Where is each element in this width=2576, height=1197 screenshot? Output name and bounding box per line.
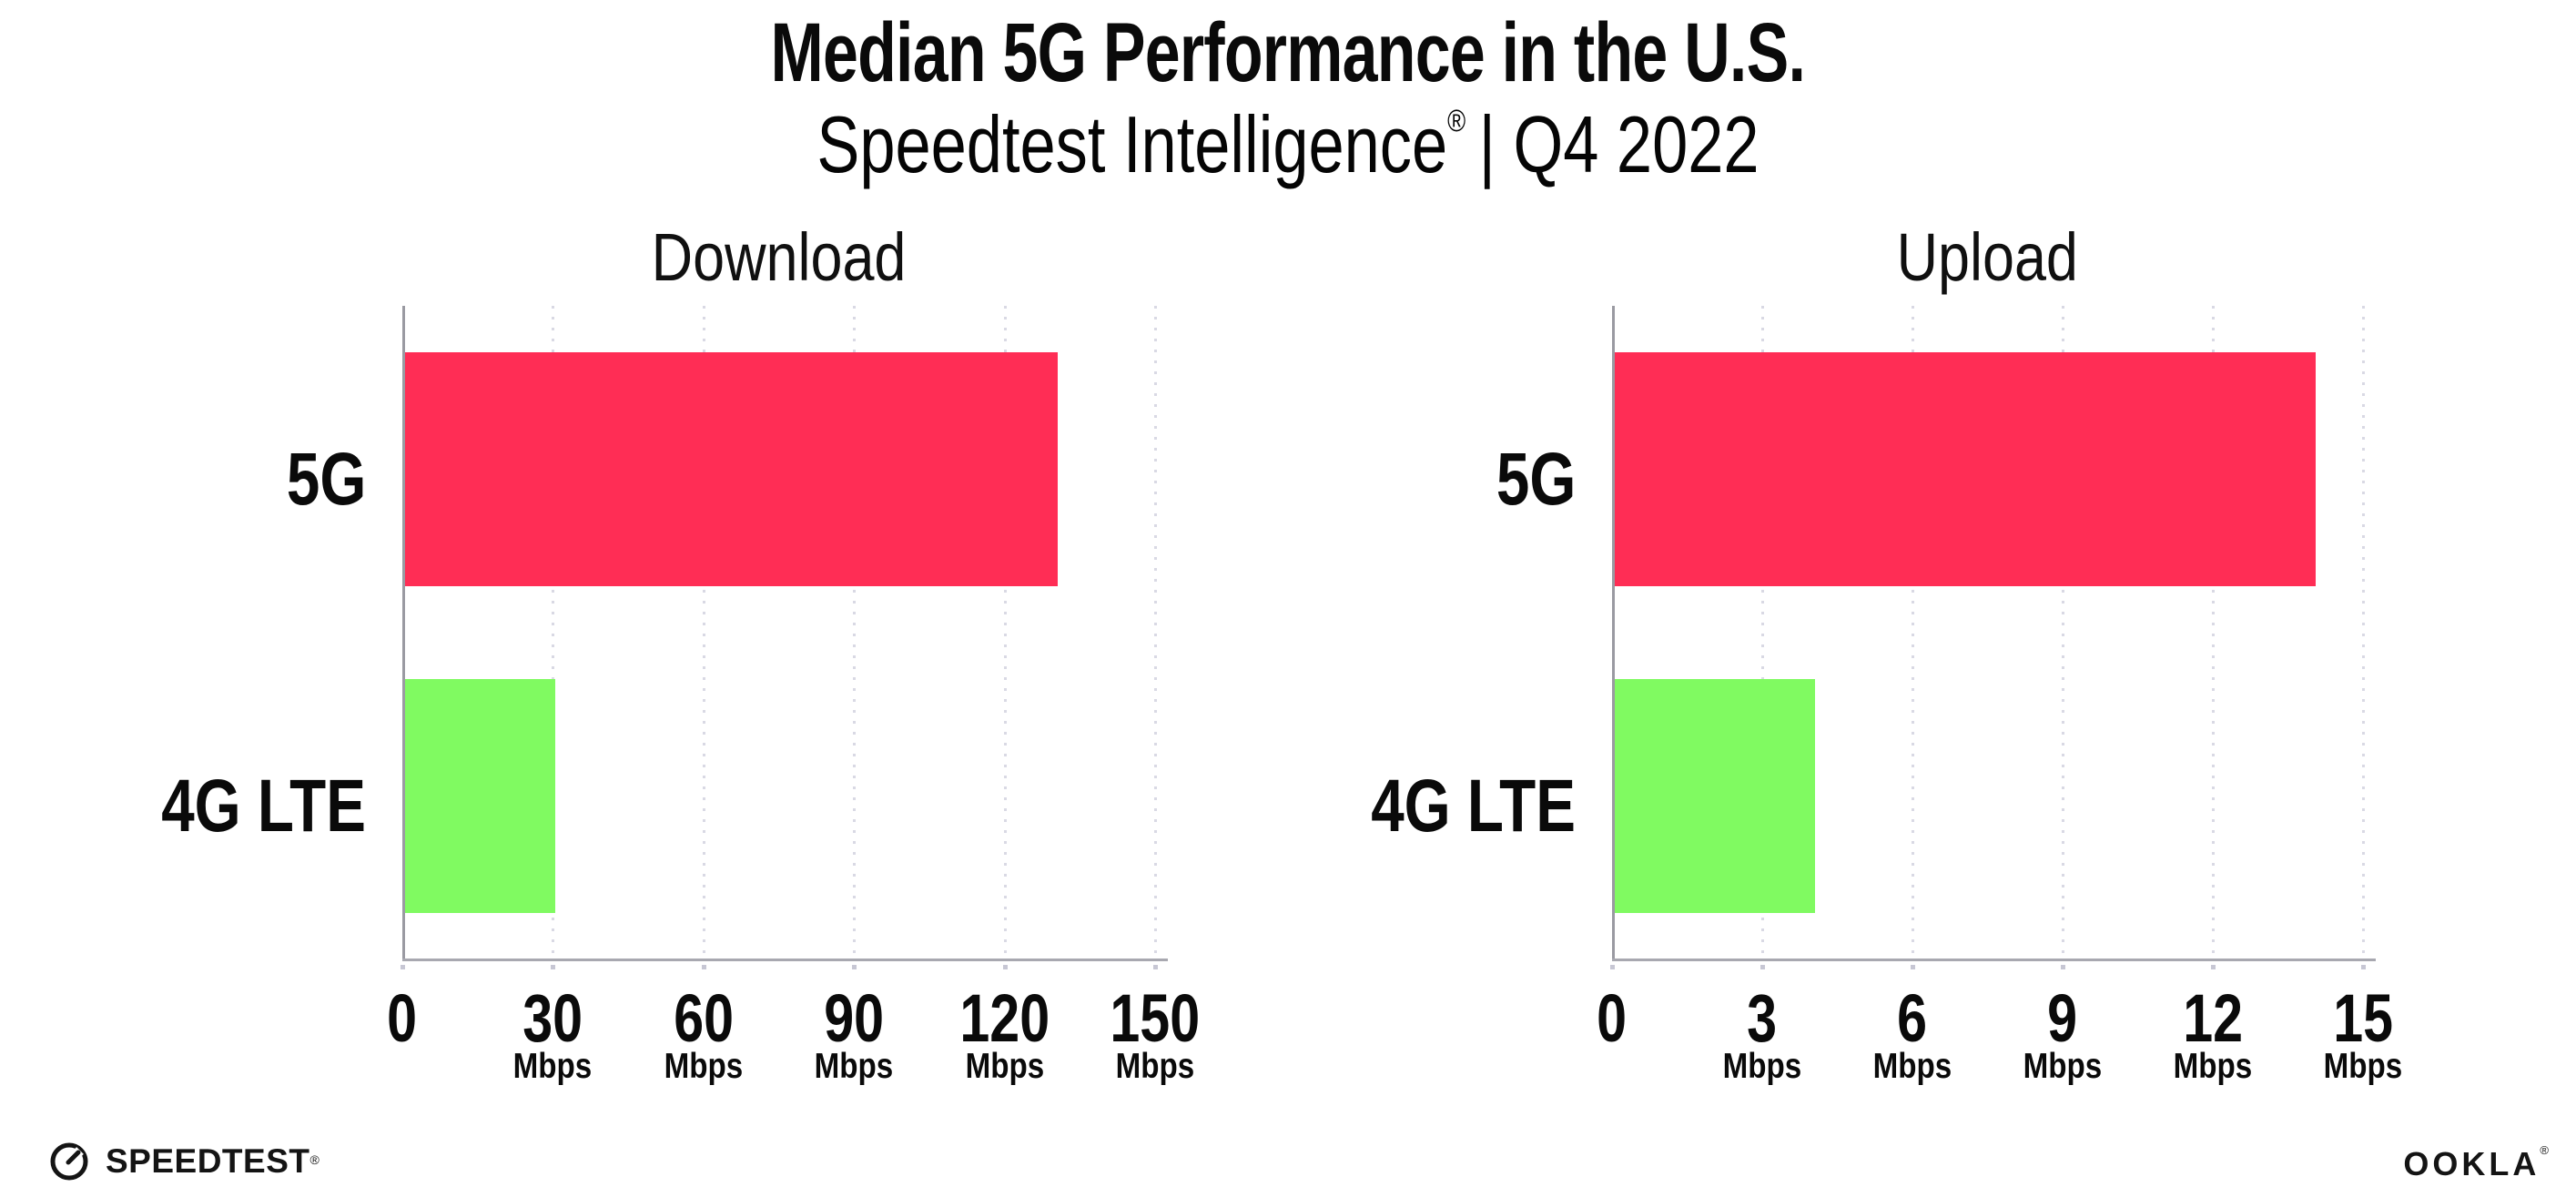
x-tick-label-3: 3 — [1747, 980, 1778, 1056]
speedtest-wordmark: SPEEDTEST — [106, 1142, 310, 1180]
gridline-90 — [853, 306, 856, 959]
download-plot-area — [401, 306, 1168, 969]
gridline-120 — [1004, 306, 1007, 959]
x-tick-label-6: 6 — [1897, 980, 1928, 1056]
ookla-logo: OOKLA® — [2403, 1143, 2549, 1183]
tick-mark-3 — [1760, 965, 1765, 969]
x-tick-label-90: 90 — [824, 980, 884, 1056]
x-tick-unit-3: Mbps — [1722, 1047, 1802, 1086]
x-tick-unit-120: Mbps — [965, 1047, 1045, 1086]
tick-mark-12 — [2211, 965, 2216, 969]
subtitle-brand: Speedtest Intelligence — [816, 99, 1448, 189]
tick-mark-30 — [551, 965, 555, 969]
bar-4g-lte — [405, 679, 555, 913]
tick-mark-0 — [1610, 965, 1615, 969]
category-label-4g-lte: 4G LTE — [1371, 765, 1576, 847]
x-tick-unit-15: Mbps — [2323, 1047, 2403, 1086]
gridline-60 — [703, 306, 705, 959]
ookla-wordmark: OOKLA — [2403, 1145, 2541, 1182]
download-panel-title: Download — [651, 219, 907, 295]
x-tick-unit-12: Mbps — [2173, 1047, 2253, 1086]
page-subtitle: Speedtest Intelligence® | Q4 2022 — [0, 98, 2576, 191]
bar-5g — [1615, 352, 2316, 586]
tick-mark-9 — [2061, 965, 2065, 969]
tick-mark-0 — [401, 965, 405, 969]
y-axis-line — [1612, 306, 1615, 959]
category-label-4g-lte: 4G LTE — [161, 765, 366, 847]
x-tick-label-12: 12 — [2183, 980, 2243, 1056]
x-axis-line — [402, 959, 1168, 961]
x-tick-label-0: 0 — [387, 980, 418, 1056]
x-tick-label-30: 30 — [522, 980, 583, 1056]
x-tick-unit-90: Mbps — [814, 1047, 894, 1086]
speedtest-logo: SPEEDTEST ® — [47, 1140, 319, 1183]
gridline-150 — [1154, 306, 1157, 959]
x-tick-label-150: 150 — [1110, 980, 1201, 1056]
x-tick-label-120: 120 — [959, 980, 1050, 1056]
y-axis-line — [402, 306, 405, 959]
tick-mark-60 — [702, 965, 706, 969]
x-axis-line — [1612, 959, 2376, 961]
category-label-5g: 5G — [1496, 438, 1576, 521]
x-tick-label-15: 15 — [2333, 980, 2393, 1056]
gridline-12 — [2212, 306, 2215, 959]
x-tick-unit-9: Mbps — [2023, 1047, 2103, 1086]
gridline-3 — [1761, 306, 1764, 959]
x-tick-label-0: 0 — [1597, 980, 1628, 1056]
tick-mark-150 — [1153, 965, 1158, 969]
x-tick-label-60: 60 — [674, 980, 734, 1056]
category-label-5g: 5G — [286, 438, 366, 521]
gridline-30 — [552, 306, 554, 959]
x-tick-unit-60: Mbps — [664, 1047, 744, 1086]
ookla-registered-mark-icon: ® — [2540, 1143, 2549, 1157]
gauge-icon — [50, 1142, 88, 1181]
tick-mark-6 — [1911, 965, 1915, 969]
subtitle-period: | Q4 2022 — [1478, 99, 1760, 189]
x-tick-unit-150: Mbps — [1115, 1047, 1195, 1086]
speedtest-registered-mark-icon: ® — [309, 1152, 319, 1167]
gridline-6 — [1912, 306, 1914, 959]
x-tick-label-9: 9 — [2047, 980, 2078, 1056]
registered-mark-icon: ® — [1447, 104, 1466, 138]
page-title: Median 5G Performance in the U.S. — [0, 5, 2576, 101]
tick-mark-120 — [1003, 965, 1008, 969]
tick-mark-15 — [2361, 965, 2366, 969]
x-tick-unit-30: Mbps — [512, 1047, 593, 1086]
page-title-text: Median 5G Performance in the U.S. — [770, 6, 1806, 99]
gridline-9 — [2062, 306, 2064, 959]
upload-panel-title: Upload — [1896, 219, 2079, 295]
x-tick-unit-6: Mbps — [1872, 1047, 1952, 1086]
bar-4g-lte — [1615, 679, 1815, 913]
bar-5g — [405, 352, 1058, 586]
tick-mark-90 — [852, 965, 857, 969]
upload-plot-area — [1610, 306, 2376, 969]
gridline-15 — [2362, 306, 2365, 959]
